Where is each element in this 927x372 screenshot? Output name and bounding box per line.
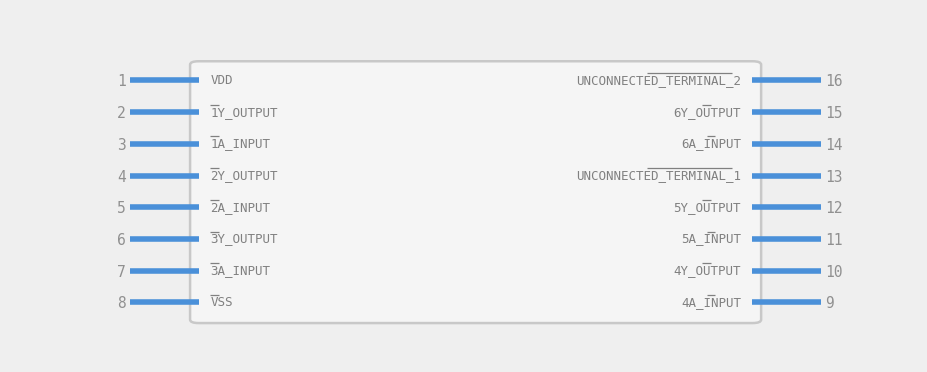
Text: 11: 11 (824, 233, 842, 248)
Text: 6: 6 (117, 233, 126, 248)
Text: 10: 10 (824, 264, 842, 280)
Text: 1: 1 (117, 74, 126, 89)
Text: 16: 16 (824, 74, 842, 89)
Text: VSS: VSS (210, 296, 233, 309)
Text: 4A_INPUT: 4A_INPUT (680, 296, 740, 309)
Text: 3: 3 (117, 138, 126, 153)
Text: 6Y_OUTPUT: 6Y_OUTPUT (673, 106, 740, 119)
Text: 3A_INPUT: 3A_INPUT (210, 264, 270, 277)
Text: 1A_INPUT: 1A_INPUT (210, 137, 270, 150)
Text: 15: 15 (824, 106, 842, 121)
Text: 2Y_OUTPUT: 2Y_OUTPUT (210, 169, 277, 182)
FancyBboxPatch shape (190, 61, 760, 323)
Text: 2: 2 (117, 106, 126, 121)
Text: 7: 7 (117, 264, 126, 280)
Text: 3Y_OUTPUT: 3Y_OUTPUT (210, 232, 277, 246)
Text: 6A_INPUT: 6A_INPUT (680, 137, 740, 150)
Text: VDD: VDD (210, 74, 233, 87)
Text: 8: 8 (117, 296, 126, 311)
Text: 12: 12 (824, 201, 842, 216)
Text: UNCONNECTED_TERMINAL_2: UNCONNECTED_TERMINAL_2 (576, 74, 740, 87)
Text: 14: 14 (824, 138, 842, 153)
Text: 5: 5 (117, 201, 126, 216)
Text: 9: 9 (824, 296, 833, 311)
Text: 13: 13 (824, 170, 842, 185)
Text: UNCONNECTED_TERMINAL_1: UNCONNECTED_TERMINAL_1 (576, 169, 740, 182)
Text: 4Y_OUTPUT: 4Y_OUTPUT (673, 264, 740, 277)
Text: 5A_INPUT: 5A_INPUT (680, 232, 740, 246)
Text: 4: 4 (117, 170, 126, 185)
Text: 2A_INPUT: 2A_INPUT (210, 201, 270, 214)
Text: 1Y_OUTPUT: 1Y_OUTPUT (210, 106, 277, 119)
Text: 5Y_OUTPUT: 5Y_OUTPUT (673, 201, 740, 214)
